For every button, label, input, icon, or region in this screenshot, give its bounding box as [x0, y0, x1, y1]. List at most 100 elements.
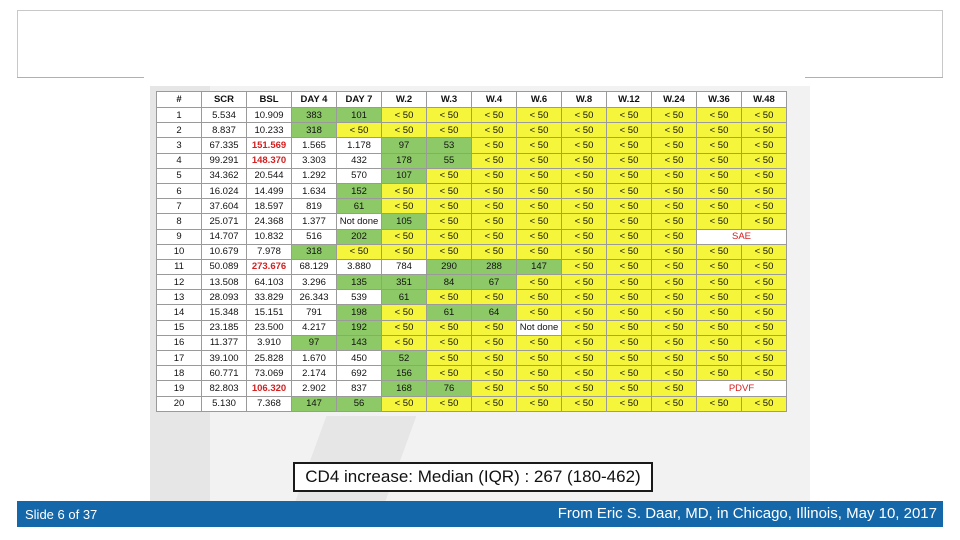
table-cell: 7.368 [246, 395, 292, 412]
table-cell: < 50 [606, 213, 652, 230]
table-cell: < 50 [651, 365, 697, 382]
table-cell: < 50 [561, 319, 607, 336]
table-cell: 61 [381, 289, 427, 306]
column-header: W.8 [561, 91, 607, 108]
table-cell: < 50 [741, 182, 787, 200]
table-cell: PDVF [696, 380, 787, 397]
table-cell: 3.296 [291, 274, 337, 291]
table-cell: < 50 [696, 106, 742, 124]
table-row: 10 10.679 7.978 318 < 50 < 50 < 50 < 50 < 50 < 50… [156, 243, 787, 260]
title-rule-left [17, 77, 144, 78]
table-cell: < 50 [561, 349, 607, 367]
table-cell: 14.499 [246, 182, 292, 200]
table-cell: 10 [156, 243, 202, 260]
table-cell: < 50 [561, 106, 607, 124]
table-cell: < 50 [471, 228, 517, 245]
table-cell: 784 [381, 258, 427, 276]
table-cell: 135 [336, 274, 382, 291]
table-cell: < 50 [696, 137, 742, 154]
table-cell: < 50 [651, 334, 697, 352]
table-cell: 13 [156, 289, 202, 306]
table-cell: 82.803 [201, 380, 247, 397]
table-cell: < 50 [381, 304, 427, 321]
table-cell: < 50 [561, 167, 607, 184]
table-cell: 5.534 [201, 106, 247, 124]
table-cell: 34.362 [201, 167, 247, 184]
table-cell: < 50 [651, 258, 697, 276]
table-cell: 105 [381, 213, 427, 230]
table-cell: 1.292 [291, 167, 337, 184]
table-cell: < 50 [516, 395, 562, 412]
table-cell: < 50 [426, 198, 472, 215]
table-cell: < 50 [471, 319, 517, 336]
table-cell: < 50 [606, 289, 652, 306]
slide-frame-left [17, 10, 18, 78]
table-cell: < 50 [651, 380, 697, 397]
table-cell: 26.343 [291, 289, 337, 306]
table-cell: 84 [426, 274, 472, 291]
table-cell: 152 [336, 182, 382, 200]
table-row: 7 37.604 18.597 819 61 < 50 < 50 < 50 < 50 < 50 < … [156, 198, 787, 215]
table-cell: < 50 [651, 152, 697, 169]
table-cell: < 50 [561, 198, 607, 215]
table-cell: < 50 [696, 395, 742, 412]
table-cell: 383 [291, 106, 337, 124]
table-cell: < 50 [696, 319, 742, 336]
table-cell: < 50 [381, 243, 427, 260]
table-cell: < 50 [741, 258, 787, 276]
table-cell: 67.335 [201, 137, 247, 154]
table-cell: < 50 [426, 319, 472, 336]
table-cell: < 50 [516, 380, 562, 397]
table-cell: < 50 [561, 304, 607, 321]
table-cell: < 50 [741, 167, 787, 184]
table-row: 11 50.089 273.676 68.129 3.880 784 290 288 147 < … [156, 258, 787, 276]
table-cell: < 50 [606, 137, 652, 154]
table-cell: 148.370 [246, 152, 292, 169]
viral-load-table: # SCR BSL DAY 4 DAY 7 W.2 W.3 W.4 W.6 W.8 W.12 W.24… [156, 91, 787, 412]
table-cell: 432 [336, 152, 382, 169]
table-cell: < 50 [606, 380, 652, 397]
table-cell: 1.377 [291, 213, 337, 230]
table-cell: 97 [381, 137, 427, 154]
table-cell: < 50 [561, 274, 607, 291]
table-cell: < 50 [606, 349, 652, 367]
table-cell: < 50 [471, 365, 517, 382]
table-cell: 24.368 [246, 213, 292, 230]
table-cell: < 50 [471, 380, 517, 397]
cd4-summary-box: CD4 increase: Median (IQR) : 267 (180-46… [293, 462, 653, 492]
table-cell: < 50 [516, 349, 562, 367]
table-cell: 20.544 [246, 167, 292, 184]
table-cell: < 50 [381, 228, 427, 245]
table-cell: 37.604 [201, 198, 247, 215]
table-cell: < 50 [741, 319, 787, 336]
title-rule-right [805, 77, 943, 78]
table-cell: 351 [381, 274, 427, 291]
table-cell: < 50 [741, 198, 787, 215]
table-cell: 570 [336, 167, 382, 184]
table-cell: 19 [156, 380, 202, 397]
table-cell: < 50 [471, 334, 517, 352]
table-cell: 55 [426, 152, 472, 169]
table-cell: < 50 [561, 289, 607, 306]
column-header: W.48 [741, 91, 787, 108]
table-cell: < 50 [651, 167, 697, 184]
table-cell: < 50 [741, 365, 787, 382]
table-cell: < 50 [471, 182, 517, 200]
table-cell: 9 [156, 228, 202, 245]
table-cell: < 50 [471, 152, 517, 169]
table-header-row: # SCR BSL DAY 4 DAY 7 W.2 W.3 W.4 W.6 W.8 W.12 W.24… [156, 91, 787, 108]
table-cell: < 50 [651, 289, 697, 306]
table-cell: < 50 [516, 304, 562, 321]
table-cell: < 50 [516, 167, 562, 184]
table-cell: < 50 [426, 213, 472, 230]
table-cell: < 50 [696, 334, 742, 352]
table-cell: 318 [291, 243, 337, 260]
table-cell: < 50 [696, 167, 742, 184]
table-cell: < 50 [606, 167, 652, 184]
table-row: 8 25.071 24.368 1.377 Not done 105 < 50 < 50 < 5… [156, 213, 787, 230]
table-cell: < 50 [696, 152, 742, 169]
footer-bar: Slide 6 of 37 From Eric S. Daar, MD, in … [17, 501, 943, 527]
table-cell: < 50 [696, 365, 742, 382]
table-cell: 202 [336, 228, 382, 245]
table-cell: < 50 [516, 182, 562, 200]
